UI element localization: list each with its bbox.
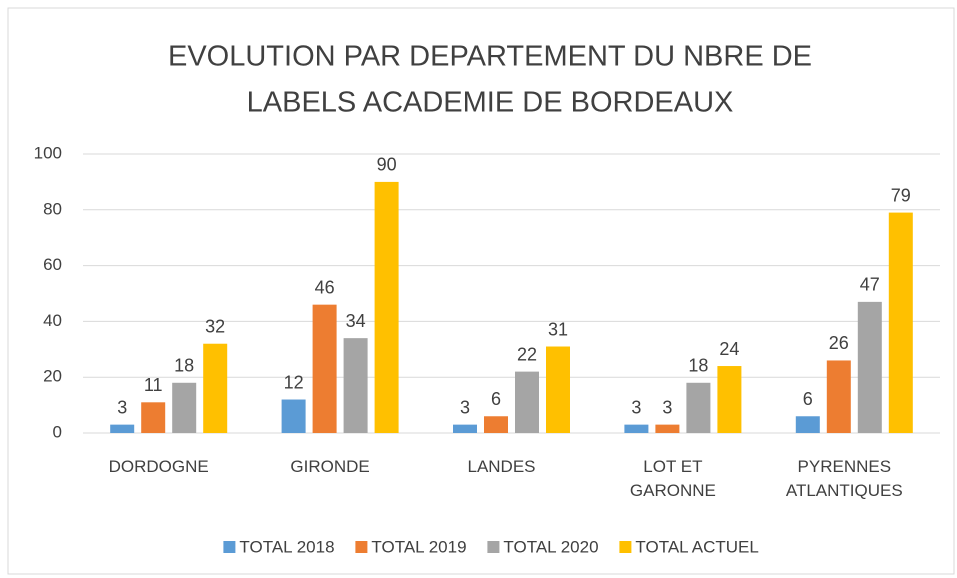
bar [795, 416, 820, 433]
chart-title: LABELS ACADEMIE DE BORDEAUX [247, 87, 734, 119]
bar [826, 360, 851, 433]
y-tick-label: 80 [43, 199, 62, 218]
data-label: 12 [284, 372, 304, 392]
data-label: 18 [174, 356, 194, 376]
bar [624, 424, 649, 433]
bar [484, 416, 508, 433]
data-label: 11 [144, 375, 163, 395]
data-label: 34 [346, 311, 366, 331]
x-tick-label: LOT ET GARONNE [629, 457, 716, 500]
bar [281, 399, 306, 433]
y-tick-label: 40 [43, 311, 62, 330]
chart-title: EVOLUTION PAR DEPARTEMENT DU NBRE DE [168, 41, 812, 73]
data-label: 18 [688, 356, 708, 376]
legend-swatch [223, 541, 236, 553]
data-label: 24 [719, 339, 739, 359]
legend-label: TOTAL 2018 [239, 537, 334, 556]
data-label: 26 [829, 333, 849, 353]
y-tick-label: 0 [53, 422, 62, 441]
x-tick-label: GIRONDE [290, 457, 370, 476]
bar [717, 366, 742, 433]
data-label: 31 [548, 319, 568, 339]
data-label: 3 [117, 397, 127, 417]
data-label: 90 [377, 155, 397, 175]
legend-label: TOTAL 2019 [371, 537, 466, 556]
bar [546, 346, 570, 433]
legend-swatch [355, 541, 368, 553]
bar [110, 424, 135, 433]
bar [888, 212, 913, 433]
bar [655, 424, 680, 433]
data-label: 47 [860, 275, 880, 295]
chart-border [7, 7, 955, 575]
bar [515, 371, 539, 433]
y-tick-label: 20 [43, 367, 62, 386]
x-tick-label: DORDOGNE [108, 457, 209, 476]
bar [141, 402, 166, 433]
data-label: 79 [891, 185, 911, 205]
data-label: 6 [491, 389, 501, 409]
data-label: 32 [205, 316, 225, 336]
data-label: 6 [803, 389, 813, 409]
bar [857, 301, 882, 433]
data-label: 3 [662, 397, 672, 417]
bar [343, 338, 368, 433]
data-label: 3 [631, 397, 641, 417]
bar [203, 343, 228, 433]
data-label: 22 [517, 344, 537, 364]
data-label: 3 [460, 397, 470, 417]
legend-swatch [619, 541, 632, 553]
legend-label: TOTAL ACTUEL [635, 537, 758, 556]
bar [374, 181, 399, 433]
legend-swatch [487, 541, 500, 553]
data-label: 46 [315, 277, 335, 297]
x-tick-label: LANDES [467, 457, 536, 476]
legend-label: TOTAL 2020 [503, 537, 598, 556]
x-tick-label: PYRENNES ATLANTIQUES [785, 457, 903, 500]
bar [312, 304, 337, 433]
bar [172, 382, 197, 433]
bar [453, 424, 477, 433]
y-tick-label: 60 [43, 255, 62, 274]
y-tick-label: 100 [34, 143, 62, 162]
bar [686, 382, 711, 433]
